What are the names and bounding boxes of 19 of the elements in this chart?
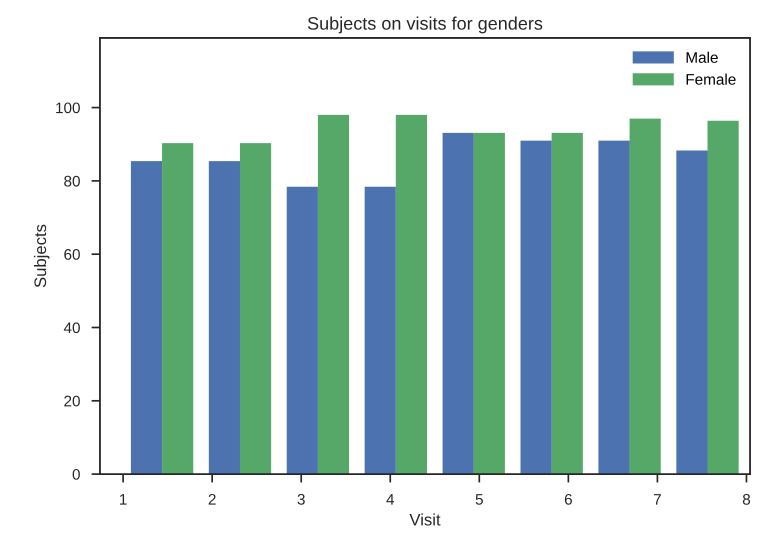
y-tick-label: 0 xyxy=(72,468,80,480)
x-tick-label: 4 xyxy=(386,494,394,505)
x-tick-label: 6 xyxy=(564,494,572,505)
x-tick-label: 3 xyxy=(298,494,305,505)
x-tick-label: 7 xyxy=(654,494,661,505)
x-axis-title: Visit xyxy=(409,513,440,526)
x-tick-label: 2 xyxy=(208,494,216,505)
legend-label: Male xyxy=(686,52,718,63)
y-tick-label: 40 xyxy=(64,322,80,334)
y-tick-label: 60 xyxy=(64,249,80,260)
y-axis-title: Subjects xyxy=(34,224,50,288)
y-tick-label: 100 xyxy=(56,102,80,114)
y-tick-label: 20 xyxy=(64,396,80,406)
chart-title: Subjects on visits for genders xyxy=(308,16,542,34)
x-tick-label: 5 xyxy=(476,494,483,505)
x-tick-label: 1 xyxy=(120,494,127,505)
x-tick-label: 8 xyxy=(742,494,750,505)
legend-label: Female xyxy=(686,74,736,85)
y-tick-label: 80 xyxy=(64,176,80,187)
